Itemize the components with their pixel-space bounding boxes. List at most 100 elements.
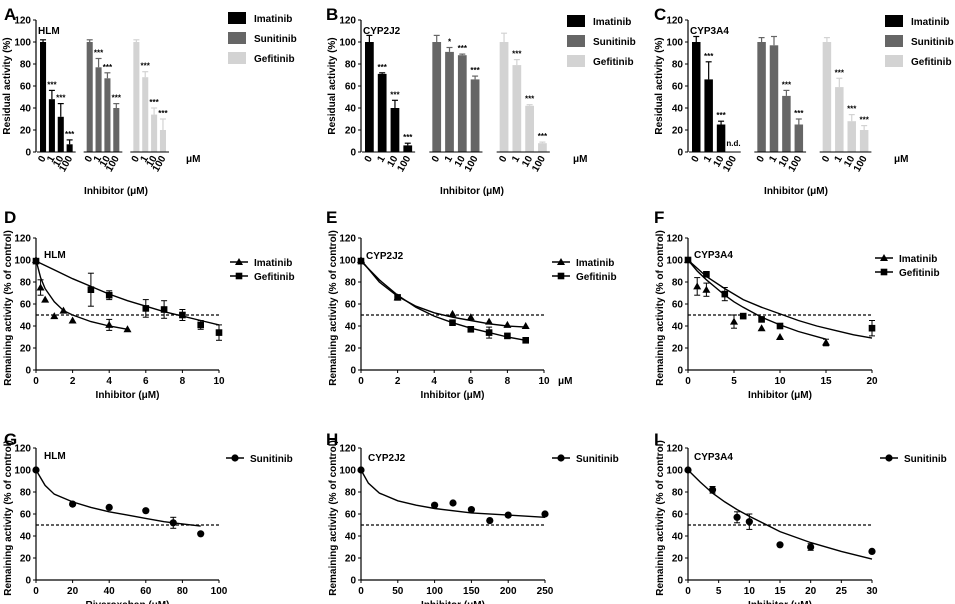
significance-label: *** bbox=[859, 116, 869, 125]
legend-label: Sunitinib bbox=[593, 37, 636, 48]
y-axis-label: Residual activity (%) bbox=[654, 37, 665, 134]
legend-swatch bbox=[885, 15, 903, 27]
data-point bbox=[142, 507, 150, 515]
y-tick-label: 80 bbox=[672, 278, 684, 289]
significance-label: *** bbox=[794, 109, 804, 118]
x-tick-label: 1 bbox=[833, 154, 846, 165]
data-point bbox=[68, 316, 77, 324]
x-tick-label: 8 bbox=[505, 376, 511, 387]
y-tick-label: 0 bbox=[25, 148, 31, 159]
legend-label: Sunitinib bbox=[911, 37, 954, 48]
y-tick-label: 80 bbox=[672, 488, 684, 499]
legend-label: Sunitinib bbox=[254, 34, 297, 45]
series-sunitinib bbox=[357, 466, 549, 525]
legend-swatch bbox=[567, 35, 585, 47]
legend-label: Imatinib bbox=[254, 258, 292, 269]
data-point bbox=[32, 257, 40, 265]
legend-marker bbox=[235, 258, 243, 265]
x-tick-label: 80 bbox=[177, 586, 189, 597]
legend-label: Imatinib bbox=[593, 17, 631, 28]
data-point bbox=[721, 290, 729, 298]
significance-label: *** bbox=[512, 50, 522, 59]
y-tick-label: 100 bbox=[14, 38, 31, 49]
x-tick-label: 1 bbox=[702, 154, 715, 165]
data-point bbox=[745, 518, 753, 526]
bar bbox=[835, 87, 844, 152]
x-axis-label: Inhibitor (μM) bbox=[748, 600, 812, 604]
x-tick-label: 10 bbox=[385, 154, 400, 170]
series-sunitinib bbox=[32, 466, 205, 538]
series-imatinib: 0 *** 1 *** 10 *** 100 bbox=[362, 34, 416, 174]
x-tick-label: 0 bbox=[690, 154, 703, 165]
bar bbox=[142, 77, 149, 152]
x-axis-label: Inhibitor (μM) bbox=[84, 186, 148, 197]
y-tick-label: 120 bbox=[339, 444, 356, 455]
panel-title: CYP3A4 bbox=[694, 452, 733, 463]
x-tick-label: 250 bbox=[537, 586, 554, 597]
significance-label: *** bbox=[403, 133, 413, 142]
y-tick-label: 60 bbox=[345, 82, 357, 93]
x-tick-label: 10 bbox=[453, 154, 468, 170]
significance-label: *** bbox=[704, 52, 714, 61]
x-tick-label: 0 bbox=[685, 376, 691, 387]
panel-title: HLM bbox=[38, 26, 60, 37]
data-point bbox=[521, 322, 530, 329]
panel-letter: B bbox=[326, 5, 338, 24]
x-tick-label: 4 bbox=[431, 376, 437, 387]
bar bbox=[769, 45, 779, 152]
x-tick-label: 5 bbox=[731, 376, 737, 387]
y-tick-label: 0 bbox=[677, 366, 683, 377]
y-axis-label: Remaining activity (% of control) bbox=[328, 440, 339, 596]
bar bbox=[538, 143, 547, 152]
legend-marker bbox=[235, 272, 243, 280]
x-tick-label: 1 bbox=[45, 154, 58, 165]
data-point bbox=[758, 316, 765, 323]
data-point bbox=[123, 325, 132, 333]
data-point bbox=[87, 286, 95, 293]
panel-title: CYP3A4 bbox=[690, 26, 729, 37]
data-point bbox=[757, 324, 766, 332]
y-axis-label: Remaining activity (% of control) bbox=[3, 440, 14, 596]
x-axis-label: Rivaroxaban (μM) bbox=[86, 600, 170, 604]
data-point bbox=[703, 271, 710, 278]
legend-swatch bbox=[228, 52, 246, 64]
data-point bbox=[504, 511, 512, 519]
data-point bbox=[142, 305, 150, 312]
y-tick-label: 20 bbox=[672, 126, 684, 137]
y-tick-label: 60 bbox=[672, 510, 684, 521]
bar bbox=[445, 51, 454, 152]
y-tick-label: 120 bbox=[339, 234, 356, 245]
x-tick-label: 5 bbox=[716, 586, 722, 597]
bar bbox=[86, 42, 93, 152]
legend-swatch bbox=[228, 12, 246, 24]
data-point bbox=[357, 466, 365, 474]
bar bbox=[470, 79, 480, 152]
y-tick-label: 80 bbox=[20, 60, 32, 71]
x-tick-label: 10 bbox=[777, 154, 792, 170]
x-tick-label: 10 bbox=[774, 376, 786, 387]
panel-letter: G bbox=[4, 430, 17, 449]
x-tick-label: 20 bbox=[866, 376, 878, 387]
data-point bbox=[868, 547, 876, 556]
data-point bbox=[776, 322, 784, 330]
data-point bbox=[32, 466, 40, 474]
y-tick-label: 60 bbox=[672, 82, 684, 93]
y-axis-label: Residual activity (%) bbox=[327, 37, 338, 134]
bar bbox=[377, 73, 387, 152]
significance-label: *** bbox=[112, 94, 122, 103]
significance-label: *** bbox=[390, 90, 400, 99]
data-point bbox=[822, 338, 830, 346]
x-tick-label: 0 bbox=[36, 154, 49, 165]
x-tick-label: 10 bbox=[213, 376, 225, 387]
data-point bbox=[41, 295, 50, 303]
bar bbox=[113, 108, 120, 152]
data-point bbox=[684, 256, 692, 264]
x-tick-label: 10 bbox=[538, 376, 550, 387]
y-tick-label: 100 bbox=[666, 466, 683, 477]
y-tick-label: 20 bbox=[20, 344, 32, 355]
y-tick-label: 0 bbox=[25, 576, 31, 587]
x-tick-label: 0 bbox=[130, 154, 143, 165]
legend-swatch bbox=[567, 55, 585, 67]
y-tick-label: 0 bbox=[350, 576, 356, 587]
significance-label: *** bbox=[835, 68, 845, 77]
